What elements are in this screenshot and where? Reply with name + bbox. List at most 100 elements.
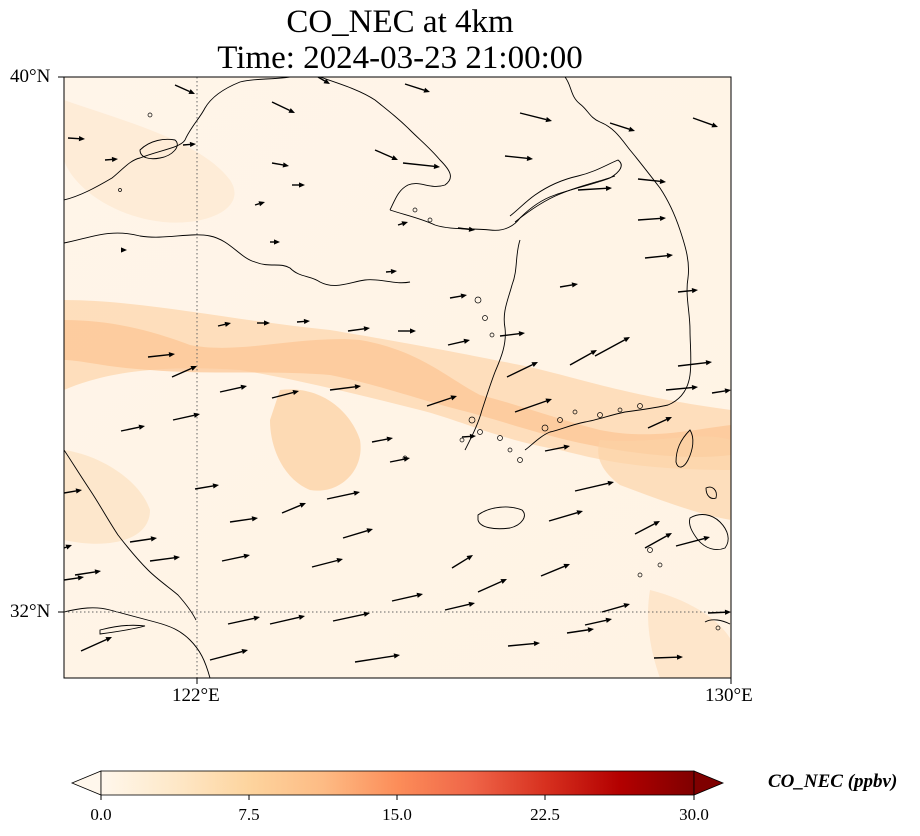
wind-arrow-shaft — [559, 284, 573, 288]
wind-arrow-shaft — [171, 367, 192, 378]
colorbar-extend-min — [70, 770, 102, 796]
wind-arrow-shaft — [707, 611, 726, 614]
wind-arrow-head — [212, 483, 219, 489]
wind-arrow-shaft — [499, 333, 520, 337]
wind-arrow-head — [563, 563, 570, 569]
wind-arrow-head — [354, 384, 361, 390]
wind-arrow-head — [724, 609, 731, 615]
wind-arrow-shaft — [391, 594, 418, 602]
wind-arrow-head — [691, 288, 698, 294]
wind-arrow-shaft — [577, 187, 607, 191]
wind-arrow-shaft — [637, 178, 661, 183]
wind-arrow-head — [240, 384, 247, 390]
wind-arrow-head — [423, 87, 430, 93]
wind-arrow-head — [366, 528, 373, 534]
wind-arrow-shaft — [540, 565, 565, 577]
colorbar-tick-7-5: 7.5 — [238, 805, 260, 824]
wind-arrow-head — [463, 338, 470, 344]
wind-arrow-shaft — [601, 604, 625, 613]
wind-arrow-shaft — [514, 400, 547, 413]
wind-arrow-shaft — [519, 112, 547, 121]
wind-arrow-head — [105, 637, 112, 642]
wind-arrow-head — [190, 366, 197, 371]
wind-arrow-head — [401, 221, 408, 227]
wind-arrow-head — [410, 328, 416, 334]
wind-arrow-shaft — [665, 386, 693, 391]
wind-arrow-shaft — [311, 559, 338, 568]
wind-arrow-shaft — [342, 530, 368, 539]
colorbar-label: CO_NEC (ppbv) — [768, 771, 898, 792]
wind-arrow-head — [393, 653, 400, 659]
wind-arrow-head — [705, 360, 712, 366]
wind-arrow-shaft — [507, 642, 535, 647]
wind-arrow-shaft — [609, 122, 630, 130]
wind-arrow-head — [363, 326, 370, 332]
wind-arrow-head — [724, 388, 731, 394]
wind-arrow-shaft — [461, 435, 471, 438]
lat-tick-40n: 40°N — [10, 66, 51, 87]
wind-arrow-shaft — [444, 603, 470, 611]
wind-arrow-head — [224, 321, 231, 327]
wind-arrow-head — [468, 226, 475, 232]
wind-arrow-head — [282, 162, 289, 168]
wind-arrow-head — [353, 490, 360, 496]
wind-arrow-head — [111, 156, 118, 163]
wind-arrow-head — [703, 536, 710, 542]
wind-arrow-shaft — [120, 426, 140, 432]
wind-arrow-head — [711, 122, 718, 128]
wind-arrow-head — [299, 502, 306, 508]
wind-arrow-shaft — [544, 446, 565, 452]
wind-arrow-shaft — [281, 504, 301, 514]
wind-arrow-head — [258, 201, 265, 207]
wind-arrow-shaft — [637, 217, 661, 221]
wind-arrow-head — [587, 627, 594, 633]
wind-arrow-head — [500, 579, 507, 584]
wind-arrow-shaft — [182, 143, 191, 146]
wind-arrow-head — [416, 592, 423, 598]
wind-arrow-head — [665, 417, 672, 422]
wind-arrow-shaft — [644, 535, 668, 549]
wind-arrow-shaft — [354, 655, 395, 663]
wind-arrow-head — [138, 424, 145, 430]
wind-arrow-head — [531, 362, 538, 367]
wind-arrow-shaft — [371, 438, 388, 443]
wind-arrow-head — [576, 510, 583, 516]
wind-arrow-head — [545, 117, 552, 123]
wind-arrow-shaft — [397, 223, 403, 226]
colorbar-tick-0: 0.0 — [90, 805, 112, 824]
map-frame — [63, 76, 732, 679]
wind-arrow-shaft — [219, 386, 242, 393]
map-plot — [58, 76, 732, 684]
wind-arrow-head — [605, 617, 612, 623]
wind-arrow-shaft — [229, 518, 253, 523]
wind-arrow-head — [253, 615, 260, 621]
wind-vectors — [64, 77, 731, 663]
wind-arrow-head — [94, 569, 101, 575]
wind-arrow-head — [403, 456, 410, 462]
wind-arrow-head — [691, 384, 698, 391]
wind-arrow-shaft — [457, 227, 470, 230]
wind-arrow-shaft — [569, 352, 593, 366]
wind-arrow-shaft — [634, 523, 655, 535]
colorbar-extend-max — [693, 770, 725, 796]
colorbar-gradient — [100, 770, 695, 796]
wind-arrow-head — [659, 178, 666, 184]
wind-arrow-head — [563, 444, 570, 450]
wind-arrow-shaft — [566, 629, 589, 634]
wind-arrow-head — [666, 253, 673, 259]
wind-arrow-head — [78, 136, 85, 142]
wind-arrow-shaft — [653, 656, 678, 659]
wind-arrow-head — [303, 318, 310, 325]
wind-arrow-head — [323, 78, 330, 84]
wind-arrow-shaft — [675, 537, 705, 547]
wind-arrow-shaft — [451, 557, 469, 569]
wind-arrow-shaft — [74, 571, 96, 576]
wind-arrow-shaft — [711, 390, 726, 394]
lat-tick-32n: 32°N — [10, 601, 51, 622]
wind-arrow-head — [121, 247, 127, 253]
wind-arrow-shaft — [326, 492, 355, 500]
wind-arrow-head — [193, 412, 200, 418]
wind-arrow-shaft — [347, 328, 365, 332]
wind-arrow-shaft — [677, 289, 693, 293]
